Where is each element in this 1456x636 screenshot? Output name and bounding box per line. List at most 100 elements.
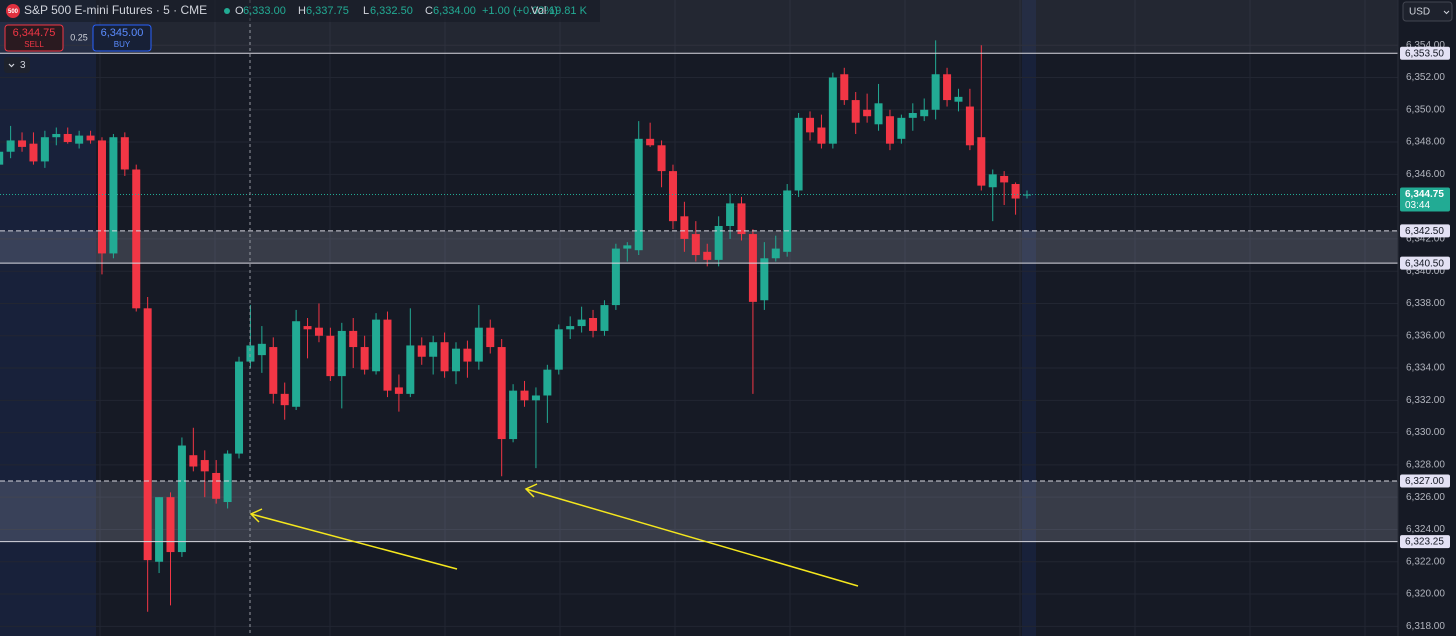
candle-body [611, 248, 620, 306]
level-label: 6,342.50 [1405, 226, 1444, 237]
buy-label: BUY [114, 40, 131, 49]
candle-body [18, 140, 27, 147]
candle-body [908, 112, 917, 118]
candle-body [760, 258, 769, 301]
level-label-bg [1400, 46, 1450, 60]
currency-button[interactable]: USD [1402, 1, 1453, 22]
candle-body [280, 393, 289, 406]
candle-body [726, 203, 735, 226]
countdown: 03:44 [1405, 200, 1430, 211]
candle-body [1011, 184, 1020, 199]
candle-body [783, 190, 792, 252]
candle-body [520, 390, 529, 401]
spread: 0.25 [70, 32, 88, 42]
candle-body [189, 455, 198, 467]
symbol-title[interactable]: S&P 500 E-mini Futures · 5 · CME [24, 3, 207, 17]
candle-body [429, 342, 438, 357]
candle-body [474, 327, 483, 362]
y-tick-label: 6,342.00 [1406, 234, 1445, 245]
candle-body [372, 319, 381, 372]
candle-body [212, 472, 221, 499]
candle-body [543, 369, 552, 396]
buy-button[interactable]: 6,345.00 BUY [92, 24, 152, 52]
candle-body [452, 348, 460, 372]
candle-body [657, 145, 666, 172]
candle-body [383, 319, 392, 391]
candle-body [748, 234, 757, 302]
candle-body [97, 140, 106, 254]
candle-body [417, 345, 426, 357]
candle-body [600, 305, 609, 331]
level-label: 6,340.50 [1405, 258, 1444, 269]
candle-body [440, 342, 449, 372]
candle-body [931, 74, 940, 110]
indicators-toggle[interactable]: 3 [4, 57, 30, 73]
y-tick-label: 6,318.00 [1406, 621, 1445, 632]
candle-body [680, 216, 689, 239]
volume: 19.81 K [549, 5, 588, 17]
candle-body [771, 248, 780, 259]
candle-body [851, 100, 860, 123]
candle-body [109, 137, 118, 254]
candle-body [920, 109, 929, 117]
y-tick-label: 6,338.00 [1406, 298, 1445, 309]
y-tick-label: 6,352.00 [1406, 72, 1445, 83]
candle-body [166, 497, 175, 553]
candle-body [531, 395, 540, 401]
candle-body [509, 390, 518, 440]
candle-body [646, 138, 655, 146]
candle-body [885, 116, 894, 144]
candle-body [840, 74, 849, 101]
candle-body [703, 251, 712, 260]
candle-body [943, 74, 952, 101]
candle-body [0, 151, 4, 165]
candle-body [828, 77, 837, 144]
indicators-count: 3 [20, 60, 26, 71]
candle-body [977, 137, 986, 186]
currency: USD [1409, 7, 1430, 18]
candle-body [737, 203, 746, 235]
y-tick-label: 6,324.00 [1406, 524, 1445, 535]
level-label-bg [1400, 535, 1450, 549]
candle-body [394, 387, 403, 394]
candle-body [874, 103, 883, 125]
candle-body [954, 96, 963, 102]
y-tick-label: 6,326.00 [1406, 492, 1445, 503]
y-tick-label: 6,320.00 [1406, 589, 1445, 600]
annotation-arrow [524, 483, 859, 587]
ohlc-value: 6,334.00 [433, 5, 476, 17]
candle-body [177, 445, 186, 553]
candle-body [155, 497, 164, 562]
candle-body [200, 460, 209, 472]
y-tick-label: 6,340.00 [1406, 266, 1445, 277]
candle-body [75, 135, 84, 144]
candle-body [566, 326, 575, 330]
symbol-icon [6, 4, 20, 18]
y-tick-label: 6,346.00 [1406, 169, 1445, 180]
candle-body [269, 347, 278, 394]
change: +1.00 (+0.02%) [482, 5, 558, 17]
candle-body [965, 106, 974, 146]
zone [0, 481, 1398, 542]
candle-body [86, 135, 95, 141]
candle-body [486, 327, 495, 348]
candle-body [463, 348, 472, 362]
sell-button[interactable]: 6,344.75 SELL [4, 24, 64, 52]
buy-price: 6,345.00 [101, 27, 144, 39]
ohlc-value: 6,337.75 [306, 5, 349, 17]
candle-body [235, 361, 244, 454]
candle-body [132, 169, 141, 309]
candle-body [63, 133, 72, 143]
ohlc-value: 6,333.00 [243, 5, 286, 17]
candle-body [691, 234, 700, 256]
candle-body [326, 335, 335, 377]
candle-body [634, 138, 643, 251]
candle-body [337, 330, 346, 377]
candle-body [6, 140, 15, 152]
candle-body [817, 127, 826, 144]
level-label-bg [1400, 474, 1450, 488]
last-price-bg [1400, 187, 1450, 212]
candle-body [257, 343, 266, 356]
